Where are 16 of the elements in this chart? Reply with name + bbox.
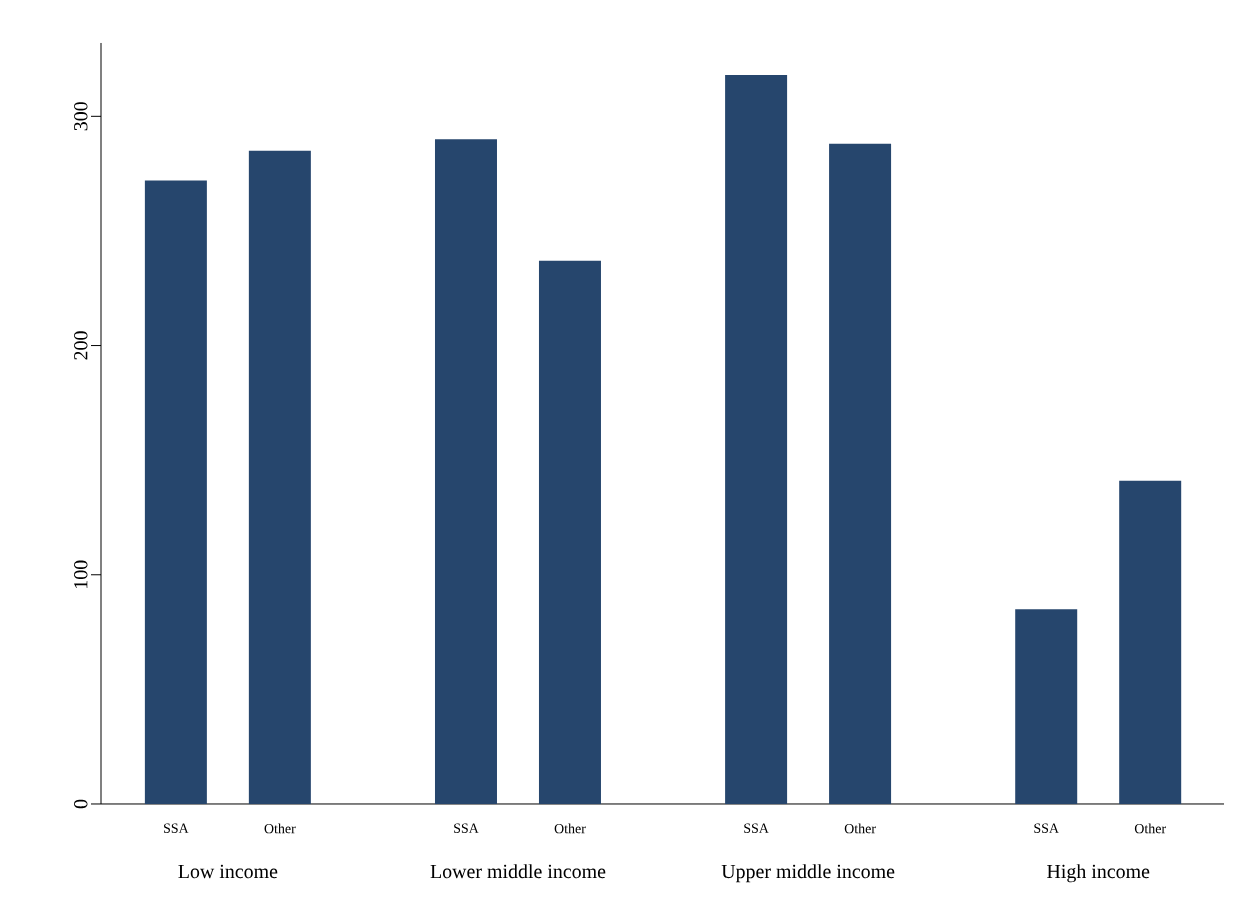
y-tick-label: 0 bbox=[74, 799, 88, 809]
x-tick-label: SSA bbox=[454, 823, 479, 833]
y-tick-label: 200 bbox=[74, 331, 88, 360]
text: Lower middle income bbox=[430, 864, 606, 879]
text: Upper middle income bbox=[721, 864, 895, 883]
x-tick-label: SSA bbox=[744, 823, 769, 833]
x-tick-label: SSA bbox=[164, 823, 189, 833]
x-tick-label: Other bbox=[844, 823, 876, 834]
x-tick-label: Other bbox=[264, 823, 296, 834]
y-tick-label: 300 bbox=[74, 102, 88, 131]
y-tick-label: 100 bbox=[74, 560, 88, 588]
x-tick-label: SSA bbox=[1034, 823, 1059, 833]
x-tick-label: Other bbox=[554, 823, 586, 834]
text: High income bbox=[1047, 864, 1150, 883]
x-tick-label: Other bbox=[1134, 823, 1166, 834]
text: Low income bbox=[178, 864, 278, 879]
